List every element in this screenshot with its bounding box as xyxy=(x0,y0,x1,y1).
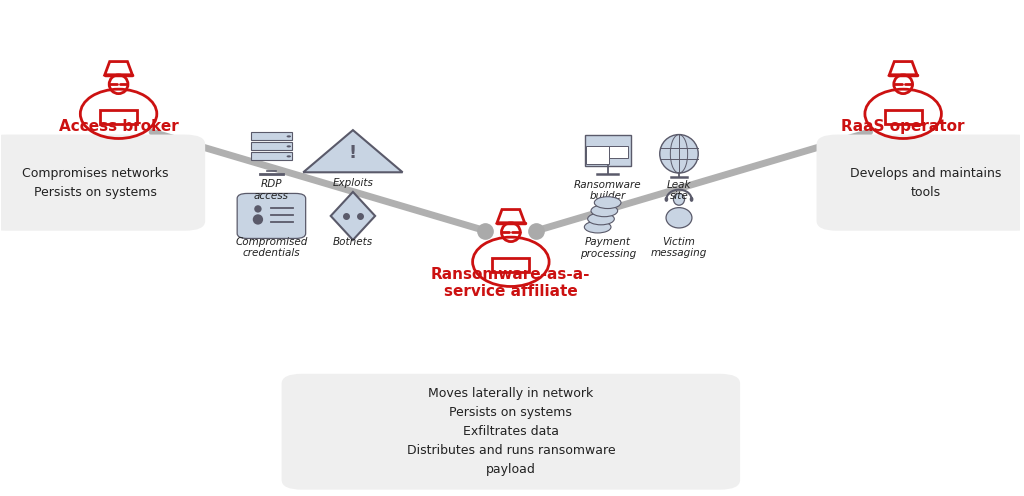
FancyBboxPatch shape xyxy=(816,134,1024,231)
FancyBboxPatch shape xyxy=(608,146,628,158)
Polygon shape xyxy=(303,130,402,172)
Text: RaaS operator: RaaS operator xyxy=(842,119,965,134)
Text: RDP
access: RDP access xyxy=(254,179,289,200)
Ellipse shape xyxy=(674,193,684,205)
Text: Botnets: Botnets xyxy=(333,237,373,247)
FancyBboxPatch shape xyxy=(238,193,305,239)
Ellipse shape xyxy=(690,197,693,202)
Ellipse shape xyxy=(588,213,614,225)
Circle shape xyxy=(287,155,291,157)
Text: Develops and maintains
tools: Develops and maintains tools xyxy=(850,167,1001,199)
FancyBboxPatch shape xyxy=(282,374,740,490)
FancyBboxPatch shape xyxy=(251,132,292,140)
Ellipse shape xyxy=(665,197,669,202)
Text: Victim
messaging: Victim messaging xyxy=(651,237,708,258)
Ellipse shape xyxy=(585,221,611,233)
Text: Compromised
credentials: Compromised credentials xyxy=(236,237,307,258)
FancyBboxPatch shape xyxy=(251,152,292,160)
Circle shape xyxy=(287,145,291,147)
Text: Payment
processing: Payment processing xyxy=(580,238,636,259)
Ellipse shape xyxy=(591,205,617,217)
Ellipse shape xyxy=(594,197,621,208)
Ellipse shape xyxy=(254,205,262,213)
Polygon shape xyxy=(331,192,375,240)
FancyBboxPatch shape xyxy=(0,134,205,231)
Ellipse shape xyxy=(659,134,698,173)
FancyBboxPatch shape xyxy=(585,135,631,166)
Ellipse shape xyxy=(253,214,263,225)
Text: Exploits: Exploits xyxy=(333,178,374,188)
Text: Ransomware-as-a-
service affiliate: Ransomware-as-a- service affiliate xyxy=(431,267,591,299)
Text: Compromises networks
Persists on systems: Compromises networks Persists on systems xyxy=(23,167,169,199)
Ellipse shape xyxy=(666,208,692,228)
Text: Ransomware
builder: Ransomware builder xyxy=(573,180,641,201)
Text: Access broker: Access broker xyxy=(58,119,178,134)
FancyBboxPatch shape xyxy=(251,142,292,150)
Text: !: ! xyxy=(349,144,357,162)
FancyBboxPatch shape xyxy=(587,146,608,164)
Text: Moves laterally in network
Persists on systems
Exfiltrates data
Distributes and : Moves laterally in network Persists on s… xyxy=(407,387,615,476)
Text: Leak
site: Leak site xyxy=(667,180,691,201)
Circle shape xyxy=(287,135,291,137)
